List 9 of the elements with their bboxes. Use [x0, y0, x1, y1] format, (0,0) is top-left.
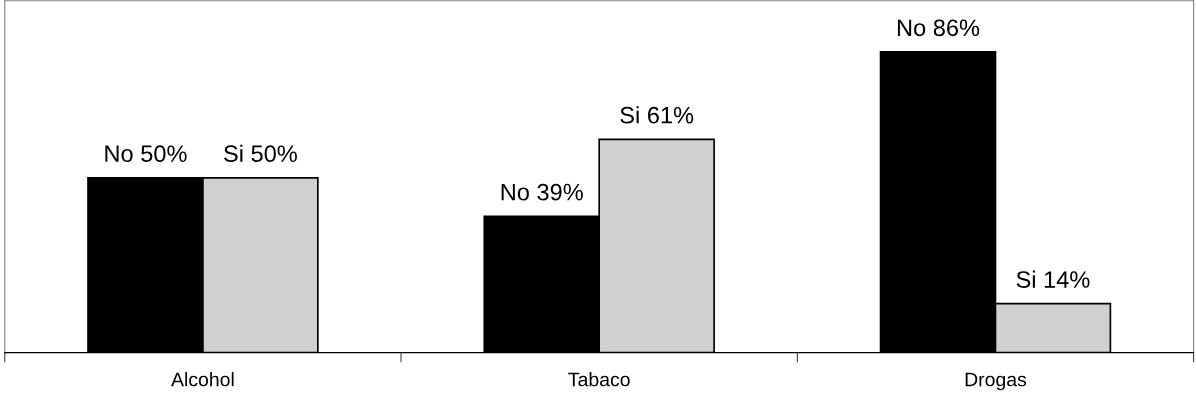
data-label: No 86% [897, 19, 980, 37]
data-label: Si 50% [224, 144, 297, 163]
data-label: No 50% [105, 145, 187, 163]
data-label: Si 14% [1016, 270, 1090, 288]
data-label: No 39% [501, 183, 583, 201]
x-tick-label: Alcohol [171, 372, 234, 387]
x-tick-label: Tabaco [568, 372, 630, 387]
data-label: Si 61% [620, 106, 694, 124]
x-tick-label: Drogas [965, 372, 1027, 391]
